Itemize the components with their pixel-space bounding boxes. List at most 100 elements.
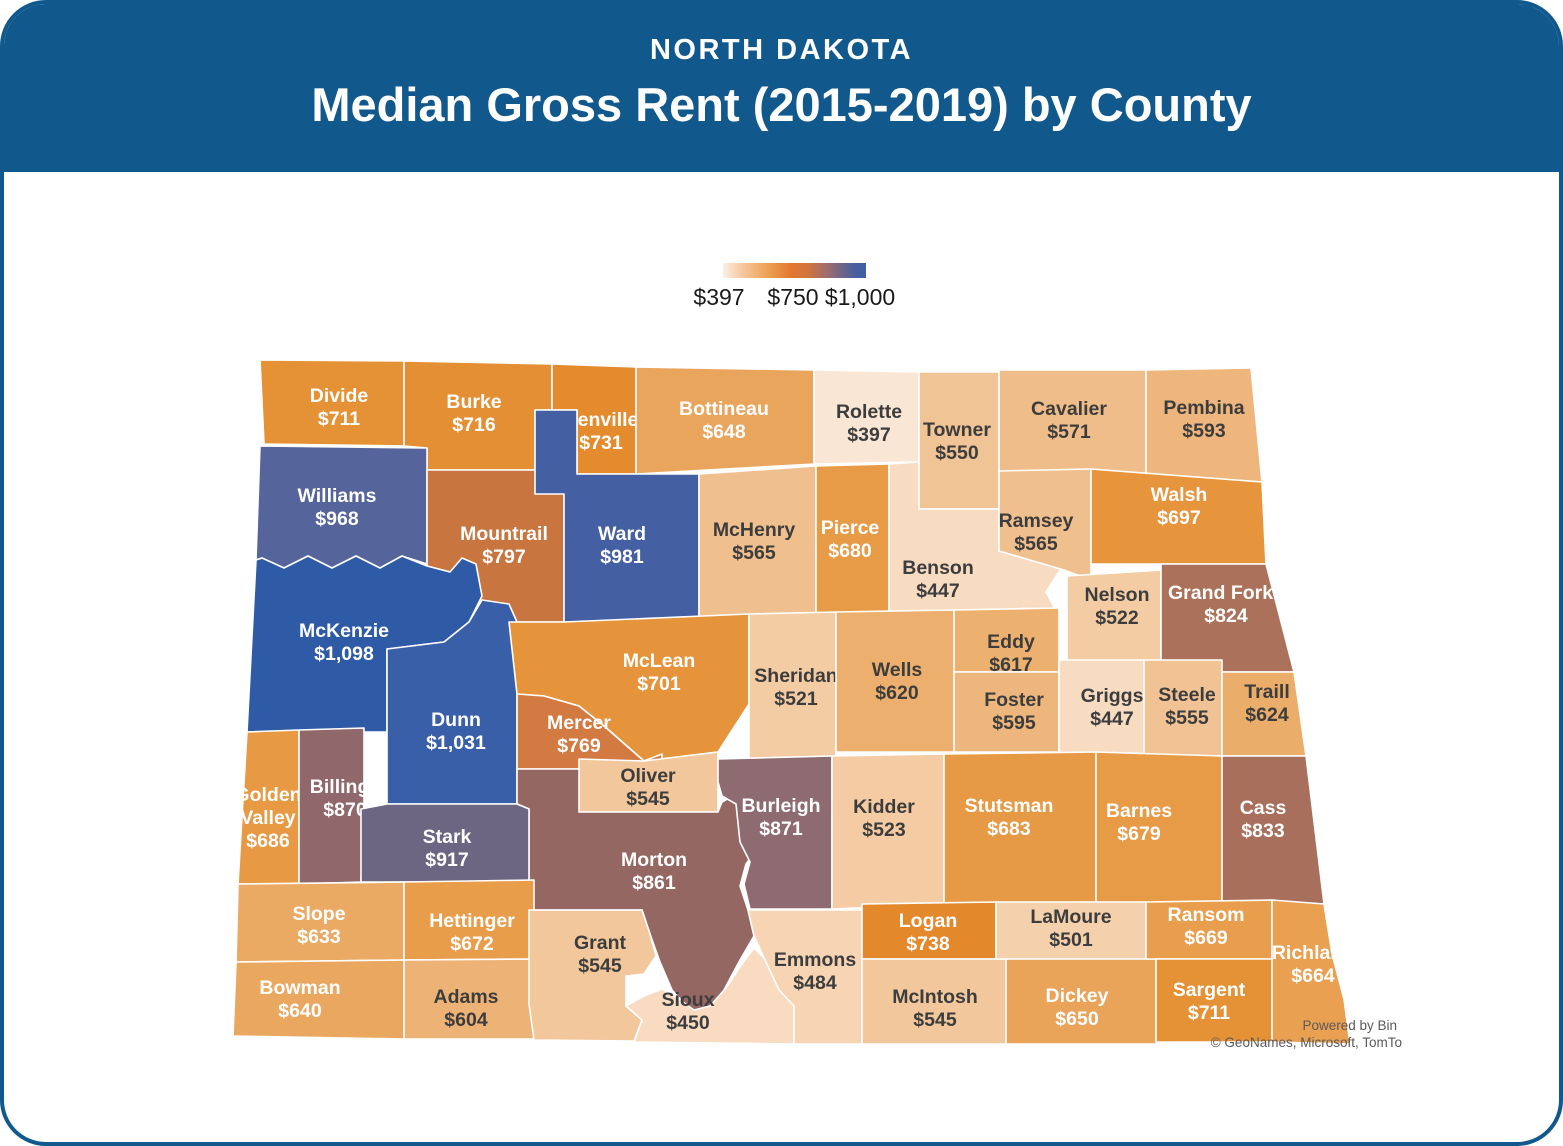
- county-value-label: $680: [828, 540, 872, 562]
- county-foster: Foster $595: [953, 671, 1060, 753]
- county-shape[interactable]: [1271, 899, 1351, 1045]
- county-traill: Traill $624: [1221, 671, 1307, 757]
- county-value-label: $686: [246, 830, 290, 852]
- county-name-label: Morton: [621, 849, 687, 871]
- county-name-label: Adams: [433, 986, 498, 1008]
- county-wells: Wells $620: [835, 609, 955, 753]
- county-shape[interactable]: [1005, 958, 1157, 1045]
- county-value-label: $1,098: [314, 643, 374, 665]
- map-attribution-copyright: © GeoNames, Microsoft, TomTo: [1211, 1035, 1402, 1050]
- county-burleigh: Burleigh $871: [717, 755, 833, 910]
- county-shape[interactable]: [625, 947, 795, 1045]
- county-name-label: Ward: [598, 523, 646, 545]
- county-name-label: Foster: [984, 689, 1044, 711]
- county-value-label: $679: [1117, 823, 1161, 845]
- county-value-label: $871: [759, 818, 803, 840]
- county-value-label: $593: [1182, 420, 1226, 442]
- county-name-label: Burke: [446, 391, 501, 413]
- county-shape[interactable]: [528, 909, 657, 1042]
- county-grant: Grant $545: [528, 909, 657, 1042]
- county-logan: Logan $738: [861, 901, 997, 960]
- county-richland: Richland $664: [1271, 899, 1354, 1045]
- county-name-label: Billings: [310, 776, 381, 798]
- county-value-label: $738: [906, 933, 950, 955]
- county-shape[interactable]: [835, 609, 955, 753]
- county-name-label: Dunn: [431, 709, 481, 731]
- county-value-label: $683: [987, 818, 1031, 840]
- county-name-label: Renville: [564, 409, 639, 431]
- county-value-label: $545: [626, 788, 670, 810]
- county-grand-forks: Grand Forks $824: [1160, 563, 1295, 673]
- county-value-label: $523: [862, 819, 906, 841]
- county-name-label: McLean: [623, 650, 696, 672]
- county-name-label: Eddy: [987, 631, 1035, 653]
- county-ransom: Ransom $669: [1145, 899, 1273, 960]
- county-name-label: Dickey: [1046, 985, 1109, 1007]
- county-name-label: Grant: [574, 932, 627, 954]
- county-value-label: $640: [278, 1000, 322, 1022]
- county-name-label: Bottineau: [679, 398, 769, 420]
- county-name-label: Benson: [902, 557, 974, 579]
- county-name-label: Cass: [1240, 797, 1287, 819]
- county-adams: Adams $604: [403, 958, 535, 1040]
- county-value-label: $521: [774, 688, 818, 710]
- county-value-label: $624: [1245, 704, 1289, 726]
- county-name-label: Nelson: [1084, 584, 1149, 606]
- county-kidder: Kidder $523: [831, 753, 945, 910]
- county-name-label: Grand Forks: [1168, 582, 1284, 604]
- county-name-label: Traill: [1244, 681, 1290, 703]
- county-value-label: $447: [916, 580, 959, 602]
- county-nelson: Nelson $522: [1066, 569, 1162, 673]
- county-stark: Stark $917: [360, 803, 530, 883]
- county-barnes: Barnes $679: [1095, 751, 1223, 905]
- county-bottineau: Bottineau $648: [635, 366, 815, 475]
- county-name-label: Burleigh: [741, 795, 820, 817]
- page-title: Median Gross Rent (2015-2019) by County: [311, 78, 1252, 131]
- county-value-label: $450: [666, 1012, 710, 1034]
- county-oliver: Oliver $545: [578, 751, 719, 813]
- county-name-label: Kidder: [853, 796, 915, 818]
- county-name-label: Logan: [899, 910, 958, 932]
- county-walsh: Walsh $697: [1090, 468, 1267, 565]
- county-emmons: Emmons $484: [747, 909, 863, 1045]
- county-value-label: $617: [989, 654, 1032, 676]
- county-name-label: Pierce: [821, 517, 880, 539]
- legend-gradient-bar: [723, 263, 866, 278]
- county-value-label: $731: [579, 432, 623, 454]
- county-value-label: $565: [1014, 533, 1058, 555]
- county-griggs: Griggs $447: [1058, 659, 1145, 760]
- county-name-label: Stark: [423, 826, 472, 848]
- county-name-label: Bowman: [259, 977, 340, 999]
- county-value-label: $711: [318, 408, 360, 430]
- county-steele: Steele $555: [1143, 659, 1223, 757]
- county-value-label: $1,031: [426, 732, 486, 754]
- county-value-label: $701: [637, 673, 681, 695]
- county-name-label: Towner: [923, 419, 991, 441]
- county-value-label: $595: [992, 712, 1036, 734]
- county-name-label: Pembina: [1163, 397, 1244, 419]
- county-value-label: $620: [875, 682, 919, 704]
- region-label: NORTH DAKOTA: [649, 34, 914, 66]
- legend-min-label: $397: [693, 284, 745, 310]
- county-value-label: $545: [578, 955, 622, 977]
- county-value-label: $824: [1204, 605, 1248, 627]
- legend-max-label: $1,000: [824, 284, 896, 310]
- county-cass: Cass $833: [1221, 755, 1325, 905]
- county-name-label: Divide: [310, 385, 369, 407]
- county-shape[interactable]: [255, 445, 428, 569]
- county-hettinger: Hettinger $672: [403, 879, 535, 961]
- county-name-label: Valley: [240, 807, 295, 829]
- county-value-label: $716: [452, 414, 496, 436]
- county-name-label: Rolette: [836, 401, 902, 423]
- county-pembina: Pembina $593: [1145, 367, 1263, 483]
- report-header: NORTH DAKOTA Median Gross Rent (2015-201…: [4, 4, 1559, 172]
- county-name-label: Richland: [1272, 942, 1354, 964]
- county-sioux: Sioux $450: [625, 947, 795, 1045]
- county-value-label: $648: [702, 421, 746, 443]
- county-name-label: Sioux: [661, 989, 714, 1011]
- county-name-label: Williams: [298, 485, 377, 507]
- county-name-label: Griggs: [1081, 685, 1144, 707]
- county-value-label: $870: [323, 799, 367, 821]
- county-value-label: $604: [444, 1009, 488, 1031]
